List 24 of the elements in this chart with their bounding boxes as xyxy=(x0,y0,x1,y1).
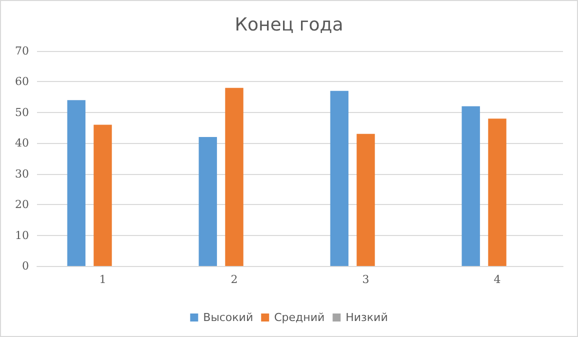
bar xyxy=(67,100,86,266)
x-tick-label: 1 xyxy=(99,273,106,286)
bar xyxy=(356,134,375,266)
bar xyxy=(198,137,217,266)
y-tick-label: 30 xyxy=(15,167,29,180)
bar xyxy=(94,124,112,266)
x-tick-label: 3 xyxy=(362,273,370,286)
legend-label: Высокий xyxy=(203,311,254,324)
y-tick-label: 50 xyxy=(15,106,29,119)
legend-label: Низкий xyxy=(346,311,388,324)
bar xyxy=(488,118,506,266)
y-tick-label: 20 xyxy=(15,198,29,212)
y-tick-label: 60 xyxy=(15,75,29,88)
legend-label: Средний xyxy=(274,311,325,324)
bar xyxy=(462,106,480,266)
chart-title: Конец года xyxy=(234,14,344,36)
y-tick-label: 10 xyxy=(15,228,29,242)
bar xyxy=(225,88,244,266)
x-tick-label: 2 xyxy=(230,273,238,286)
y-tick-label: 70 xyxy=(15,44,29,58)
y-tick-label: 0 xyxy=(22,260,29,272)
y-tick-label: 40 xyxy=(15,136,29,150)
bar xyxy=(330,90,348,266)
x-tick-label: 4 xyxy=(494,273,501,286)
